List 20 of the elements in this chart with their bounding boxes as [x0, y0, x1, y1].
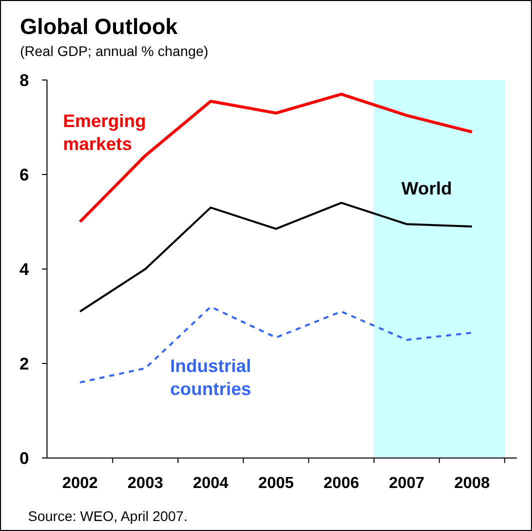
line-series	[79, 202, 473, 313]
y-tick-label: 0	[20, 449, 29, 468]
x-tick-label: 2007	[388, 475, 425, 492]
x-tick-label: 2005	[258, 475, 294, 492]
x-tick-label: 2002	[62, 475, 98, 492]
chart-subtitle: (Real GDP; annual % change)	[20, 43, 208, 59]
y-tick-label: 2	[20, 354, 29, 374]
source-note: Source: WEO, April 2007.	[28, 508, 188, 524]
x-tick-label: 2003	[128, 475, 164, 492]
y-tick-label: 8	[20, 71, 29, 90]
y-tick-label: 6	[20, 166, 29, 184]
x-tick-label: 2006	[324, 475, 360, 492]
series-label: Industrial countries	[170, 356, 252, 399]
line-series	[79, 306, 473, 384]
x-tick-label: 2004	[192, 475, 229, 492]
series-label: World	[401, 178, 452, 198]
series-label: Emerging markets	[63, 110, 146, 154]
y-tick-label: 4	[20, 260, 30, 279]
chart-title: Global Outlook	[20, 14, 178, 39]
x-tick-label: 2008	[454, 475, 490, 492]
